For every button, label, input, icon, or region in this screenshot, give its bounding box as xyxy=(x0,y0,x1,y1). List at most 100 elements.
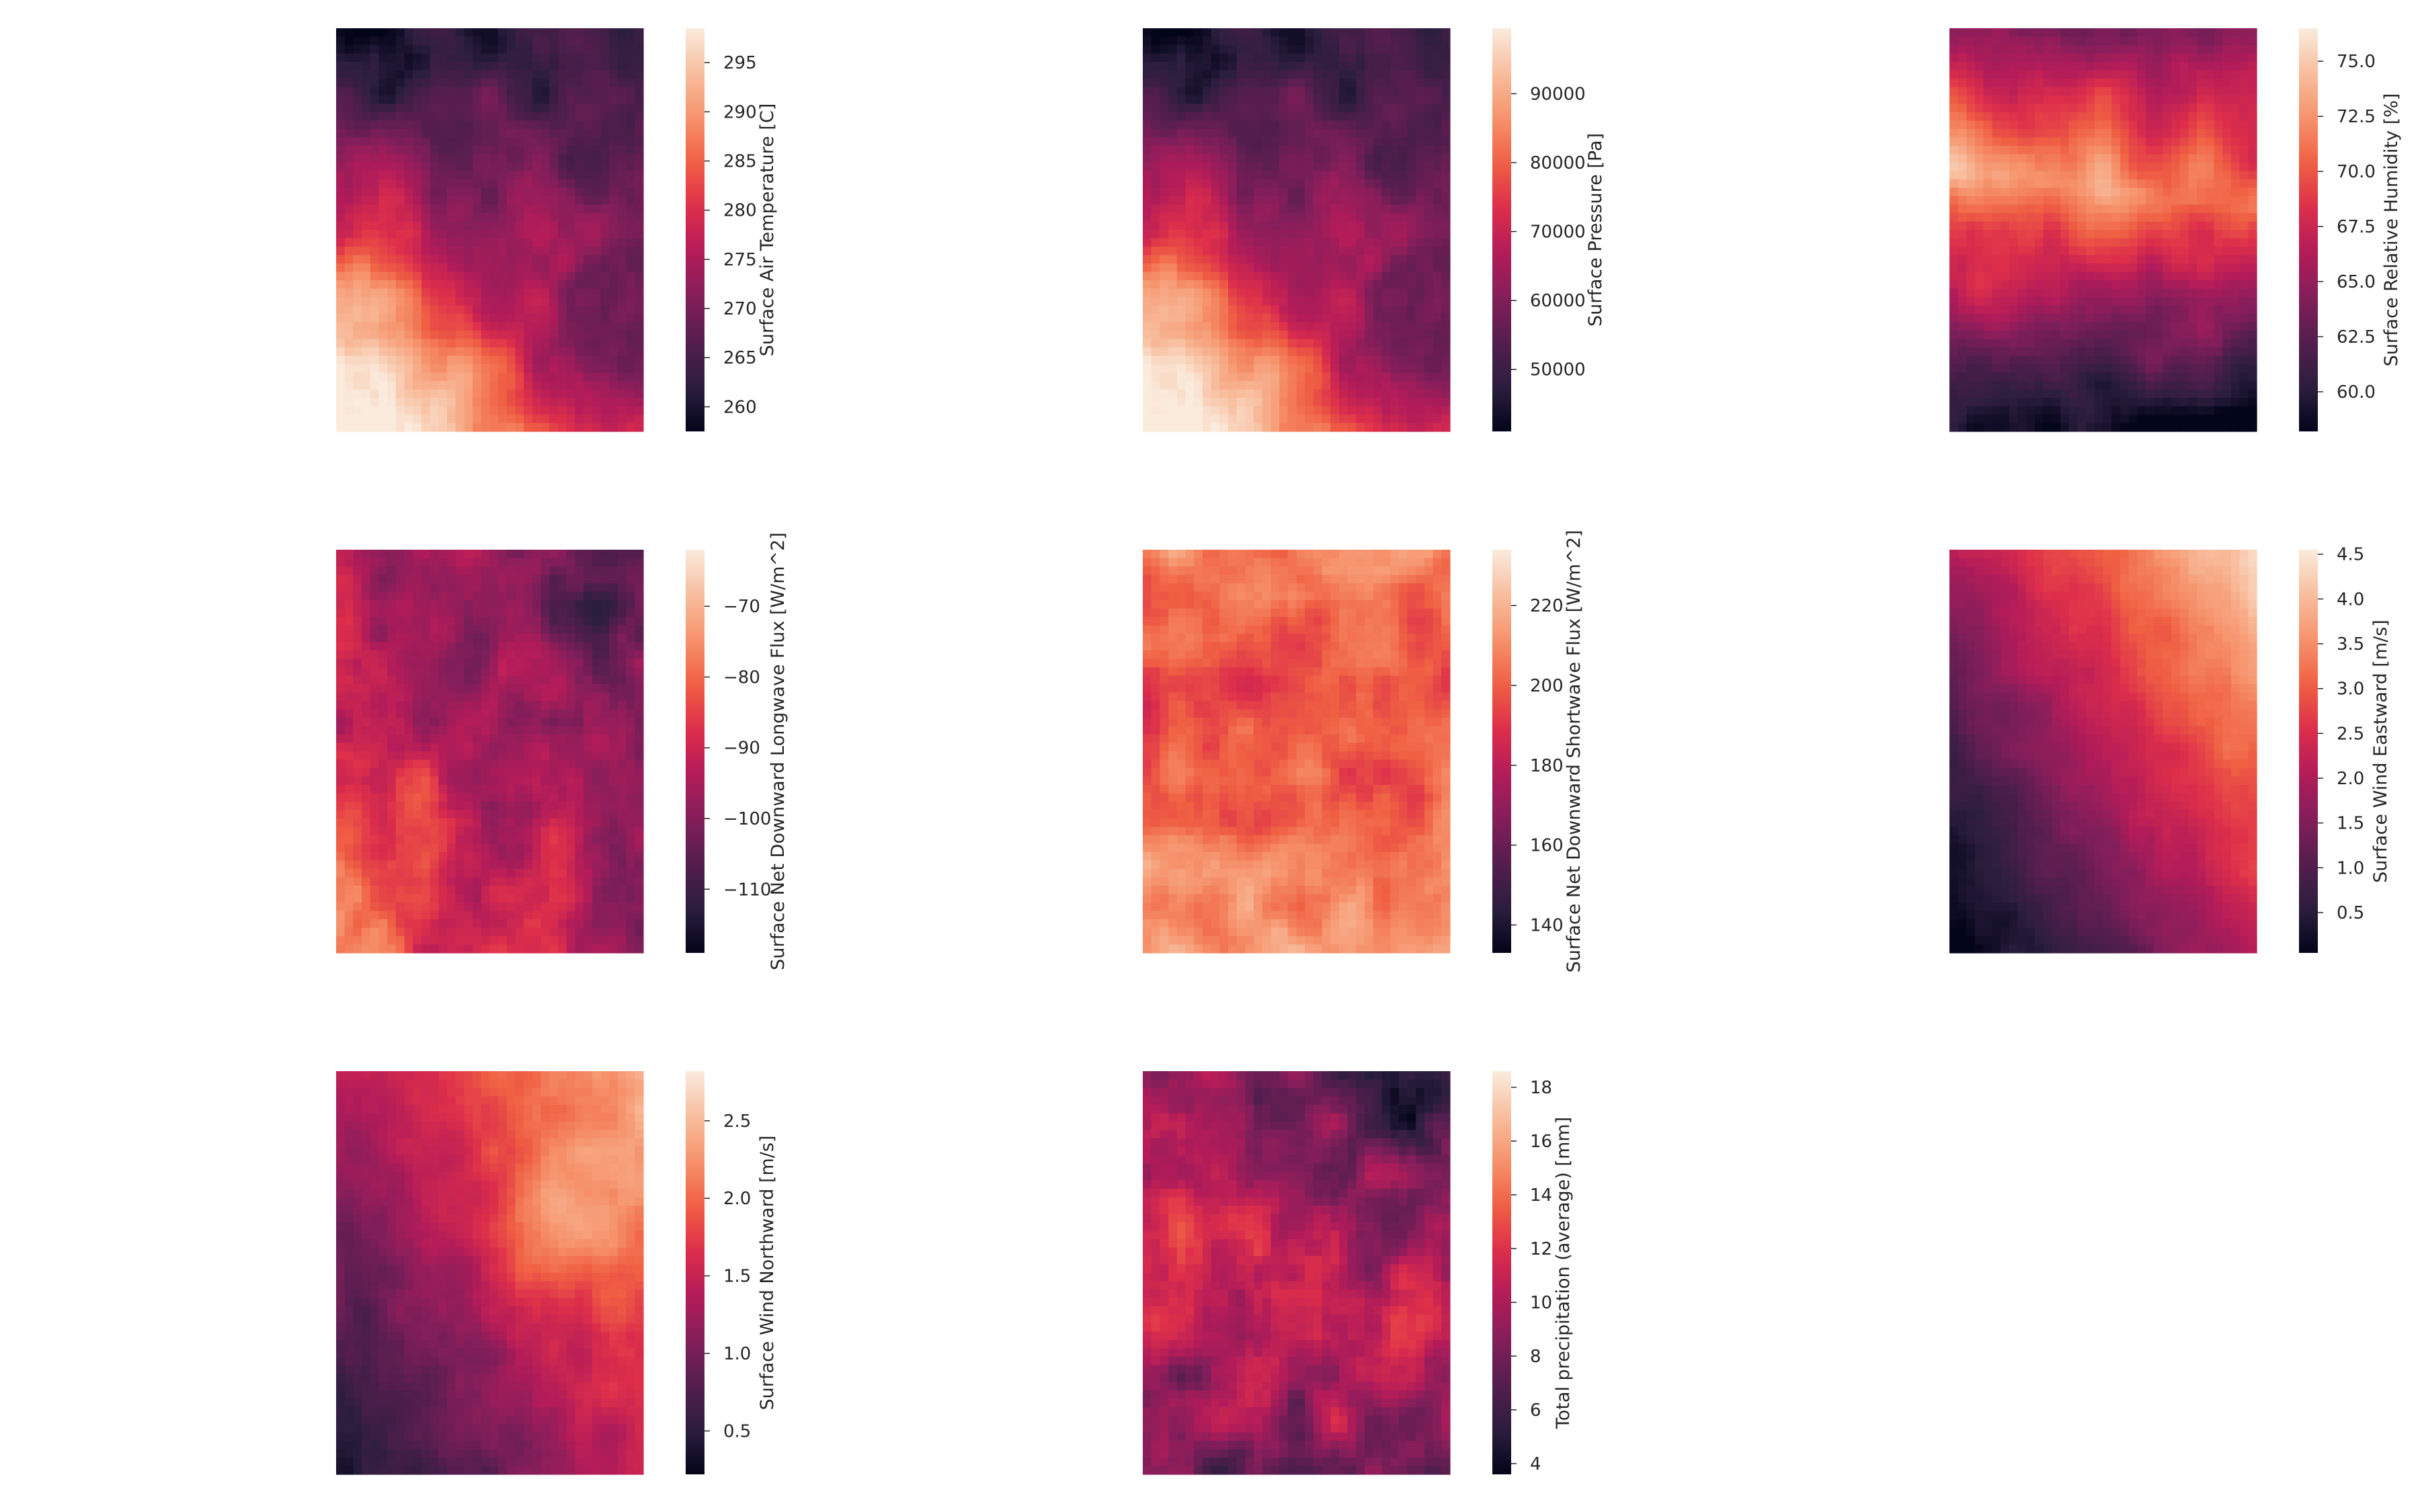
heatmap-cell xyxy=(2001,79,2010,88)
heatmap-cell xyxy=(387,137,397,146)
heatmap-cell xyxy=(600,255,610,264)
heatmap-cell xyxy=(489,238,499,247)
heatmap-cell xyxy=(489,415,499,424)
heatmap-cell xyxy=(1245,364,1254,374)
heatmap-cell xyxy=(566,423,576,432)
heatmap-cell xyxy=(1160,179,1169,189)
heatmap-cell xyxy=(404,339,413,348)
heatmap-cell xyxy=(2128,36,2138,46)
heatmap-cell xyxy=(2094,45,2104,54)
heatmap-cell xyxy=(2111,62,2121,71)
heatmap-cell xyxy=(1966,221,1976,230)
heatmap-cell xyxy=(626,45,635,54)
heatmap-cell xyxy=(1966,297,1976,306)
heatmap-cell xyxy=(2068,45,2079,54)
heatmap-cell xyxy=(626,146,635,155)
heatmap-cell xyxy=(1338,347,1348,357)
heatmap-cell xyxy=(1958,62,1967,71)
heatmap-cell xyxy=(2128,271,2138,281)
heatmap-cell xyxy=(1373,364,1383,374)
heatmap-cell xyxy=(2060,288,2070,298)
heatmap-cell xyxy=(1227,79,1238,88)
heatmap-cell xyxy=(1983,331,1993,340)
heatmap-cell xyxy=(1313,28,1323,38)
heatmap-cell xyxy=(2163,103,2172,113)
heatmap-cell xyxy=(1416,28,1425,38)
heatmap-cell xyxy=(1433,280,1442,290)
heatmap-cell xyxy=(489,154,499,163)
heatmap-cell xyxy=(1279,70,1289,79)
heatmap-cell xyxy=(1966,196,1976,206)
heatmap-cell xyxy=(2086,146,2095,155)
heatmap-cell xyxy=(2128,171,2138,180)
heatmap-cell xyxy=(1975,314,1984,323)
heatmap-cell xyxy=(1254,297,1263,306)
heatmap-cell xyxy=(387,238,397,247)
heatmap-cell xyxy=(362,322,371,331)
heatmap-cell xyxy=(2205,204,2215,214)
heatmap-cell xyxy=(609,389,618,398)
heatmap-cell xyxy=(2137,45,2146,54)
heatmap-cell xyxy=(1313,364,1323,374)
heatmap-cell xyxy=(1168,339,1178,348)
heatmap-cell xyxy=(1185,221,1195,230)
heatmap-cell xyxy=(2214,331,2223,340)
heatmap-cell xyxy=(609,87,618,96)
heatmap-cell xyxy=(540,238,550,247)
heatmap-cell xyxy=(2230,355,2241,365)
heatmap-cell xyxy=(438,389,448,398)
heatmap-cell xyxy=(1254,137,1263,146)
heatmap-cell xyxy=(617,171,627,180)
heatmap-cell xyxy=(2248,79,2257,88)
heatmap-cell xyxy=(344,196,354,206)
heatmap-cell xyxy=(395,36,405,46)
heatmap-cell xyxy=(378,70,388,79)
heatmap-cell xyxy=(421,87,431,96)
heatmap-cell xyxy=(2034,339,2044,348)
heatmap-cell xyxy=(506,331,516,340)
heatmap-cell xyxy=(455,339,465,348)
heatmap-cell xyxy=(430,53,439,62)
heatmap-cell xyxy=(2009,305,2019,314)
heatmap-cell xyxy=(2094,221,2104,230)
heatmap-cell xyxy=(1390,297,1400,306)
heatmap-cell xyxy=(1262,163,1272,172)
heatmap-cell xyxy=(404,406,413,415)
heatmap-cell xyxy=(1390,364,1400,374)
heatmap-cell xyxy=(1287,53,1297,62)
heatmap-cell xyxy=(2188,103,2197,113)
heatmap-cell xyxy=(1975,204,1984,214)
heatmap-cell xyxy=(1143,221,1152,230)
heatmap-cell xyxy=(1262,347,1272,357)
heatmap-cell xyxy=(566,364,576,374)
heatmap-cell xyxy=(1966,213,1976,222)
heatmap-cell xyxy=(438,305,448,314)
heatmap-cell xyxy=(447,171,456,180)
heatmap-cell xyxy=(1398,406,1408,415)
heatmap-cell xyxy=(1296,238,1305,247)
heatmap-cell xyxy=(455,322,465,331)
heatmap-cell xyxy=(626,196,635,206)
heatmap-cell xyxy=(2179,280,2189,290)
heatmap-cell xyxy=(2009,36,2019,46)
heatmap-cell xyxy=(2214,137,2223,146)
heatmap-cell xyxy=(1390,406,1400,415)
heatmap-cell xyxy=(336,381,346,390)
heatmap-cell xyxy=(1441,62,1451,71)
heatmap-cell xyxy=(2163,28,2172,38)
heatmap-cell xyxy=(2052,263,2061,273)
heatmap-cell xyxy=(2043,297,2052,306)
heatmap-cell xyxy=(635,255,644,264)
heatmap-cell xyxy=(558,187,567,197)
heatmap-cell xyxy=(430,79,439,88)
heatmap-cell xyxy=(2137,372,2146,382)
heatmap-cell xyxy=(2077,204,2087,214)
heatmap-cell xyxy=(1151,415,1160,424)
heatmap-cell xyxy=(600,288,610,298)
heatmap-cell xyxy=(1287,171,1297,180)
heatmap-cell xyxy=(2077,179,2087,189)
heatmap-cell xyxy=(1254,53,1263,62)
heatmap-cell xyxy=(524,423,533,432)
heatmap-cell xyxy=(1313,297,1323,306)
